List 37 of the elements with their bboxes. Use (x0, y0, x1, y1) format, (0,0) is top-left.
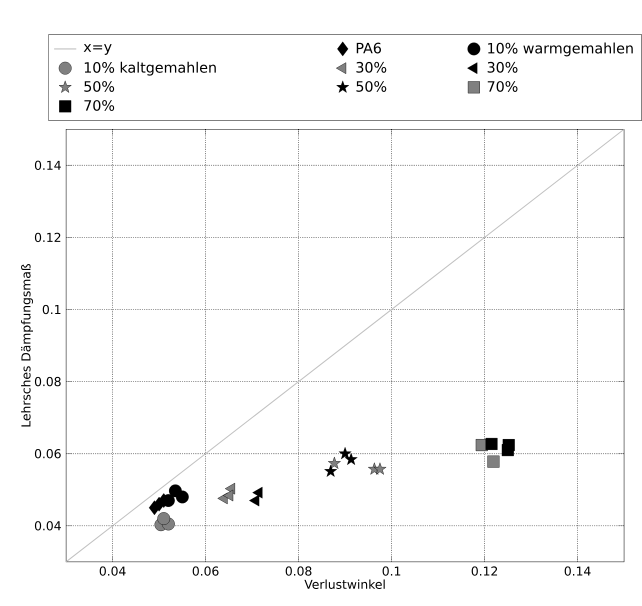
legend-label: 50% (84, 81, 114, 92)
point (252, 487, 263, 499)
x-tick-label: 0.08 (286, 566, 312, 576)
x-tick-label: 0.04 (100, 566, 126, 576)
legend-label: 70% (488, 81, 518, 92)
x-tick-label: 0.14 (564, 566, 591, 576)
point (157, 512, 170, 526)
point (324, 464, 338, 477)
x-tick-label: 0.06 (192, 566, 219, 576)
point (487, 456, 500, 468)
legend-label: 50% (356, 81, 386, 92)
legend-label: 30% (488, 62, 518, 73)
legend-label: 70% (84, 100, 114, 112)
x-tick-label: 0.12 (472, 566, 498, 576)
y-tick-label: 0.04 (34, 521, 61, 531)
point (344, 452, 358, 466)
x-tick-label: 0.1 (382, 566, 400, 576)
y-tick-label: 0.14 (34, 160, 61, 170)
y-tick-label: 0.1 (42, 305, 60, 314)
y-tick-label: 0.06 (34, 449, 61, 459)
legend-label: 30% (356, 62, 386, 73)
y-tick-label: 0.12 (34, 232, 60, 242)
point (223, 490, 234, 502)
x-axis-title: Verlustwinkel (304, 580, 385, 590)
y-axis-title: Lehrsches Dämpfungsmaß (21, 264, 33, 427)
point (338, 447, 352, 460)
legend-label: PA6 (356, 42, 381, 54)
legend-label: 10% warmgemahlen (488, 42, 633, 57)
legend-label: 10% kaltgemahlen (84, 62, 216, 76)
point (249, 494, 260, 507)
y-tick-label: 0.08 (34, 377, 61, 386)
point (176, 490, 189, 504)
point (486, 438, 498, 450)
point (374, 462, 386, 475)
legend-label: x=y (84, 44, 112, 56)
point (502, 444, 514, 456)
point (328, 456, 341, 470)
